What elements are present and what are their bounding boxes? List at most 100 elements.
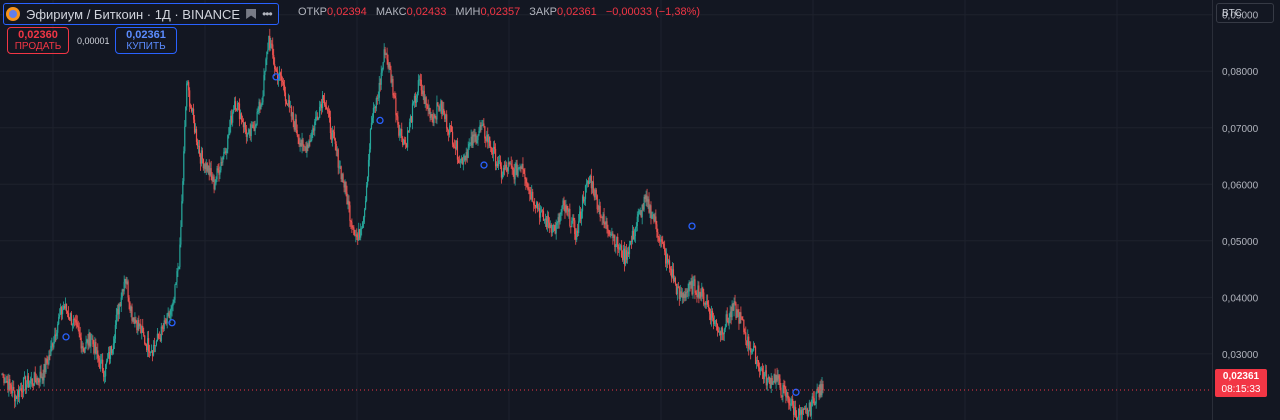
candle-body xyxy=(24,376,27,390)
candle-body xyxy=(618,248,620,250)
candle xyxy=(22,376,25,398)
candle xyxy=(331,126,333,147)
candle xyxy=(248,128,250,139)
candle xyxy=(227,134,229,154)
candle-body xyxy=(68,317,71,320)
candle xyxy=(265,57,267,72)
candle-body xyxy=(592,181,594,194)
symbol-header[interactable]: Эфириум / Биткоин · 1Д · BINANCE ••• xyxy=(3,3,279,25)
candle-body xyxy=(13,386,15,391)
candle xyxy=(771,375,773,385)
sell-button[interactable]: 0,02360 ПРОДАТЬ xyxy=(7,27,69,54)
candle xyxy=(579,205,581,223)
candle xyxy=(765,365,767,390)
candle-body xyxy=(201,150,203,160)
candle-body xyxy=(515,163,517,169)
candle xyxy=(593,188,595,201)
candle xyxy=(79,326,81,341)
candle-body xyxy=(513,169,515,180)
candle-body xyxy=(301,139,303,147)
candle xyxy=(222,155,224,166)
candle-body xyxy=(435,117,437,120)
candle-body xyxy=(349,205,351,222)
candle xyxy=(778,373,780,386)
candle xyxy=(257,106,259,115)
candle-body xyxy=(547,215,549,223)
candle xyxy=(148,330,150,358)
candle-body xyxy=(746,340,748,346)
candle xyxy=(148,344,151,358)
candle-body xyxy=(687,290,689,293)
candle xyxy=(323,92,326,107)
candle xyxy=(417,74,419,96)
candle xyxy=(735,301,737,321)
candle-body xyxy=(243,122,245,128)
candle xyxy=(47,356,49,369)
candle xyxy=(251,121,253,129)
trade-marker xyxy=(688,222,696,230)
candle-body xyxy=(419,79,421,81)
candle-body xyxy=(597,209,599,210)
candle-body xyxy=(143,331,145,336)
candle-body xyxy=(87,339,89,346)
candle xyxy=(511,159,513,175)
candle-body xyxy=(788,398,790,404)
candle-body xyxy=(238,103,241,120)
candle-body xyxy=(160,326,162,341)
candle xyxy=(642,203,644,212)
flag-icon[interactable] xyxy=(246,9,257,19)
candle-body xyxy=(303,145,305,147)
candle xyxy=(753,342,756,348)
candle-body xyxy=(262,95,264,103)
candle-body xyxy=(147,338,149,351)
candle-body xyxy=(776,374,778,381)
candle xyxy=(632,226,634,240)
candle xyxy=(254,120,256,136)
candle xyxy=(461,157,463,165)
candle-body xyxy=(133,317,135,324)
candle-body xyxy=(188,82,190,91)
candle-body xyxy=(338,167,340,168)
candle xyxy=(734,294,736,306)
candle-body xyxy=(41,376,43,378)
price-axis: 0,090000,080000,070000,060000,050000,040… xyxy=(1212,0,1259,420)
candle-body xyxy=(299,143,301,145)
candle xyxy=(540,206,543,213)
buy-button[interactable]: 0,02361 КУПИТЬ xyxy=(115,27,177,54)
candle-body xyxy=(376,98,378,99)
candle-body xyxy=(740,312,742,318)
candle-body xyxy=(31,378,33,385)
candle-body xyxy=(46,359,48,363)
candle-body xyxy=(23,376,26,378)
candle xyxy=(659,234,661,246)
candle xyxy=(405,136,407,150)
candle-body xyxy=(320,104,322,107)
candle xyxy=(452,142,455,149)
candle xyxy=(636,211,638,232)
candle xyxy=(215,176,217,186)
candle-body xyxy=(793,405,795,415)
candle-body xyxy=(667,260,670,263)
candle xyxy=(173,296,175,305)
candle-body xyxy=(679,291,681,299)
candle-body xyxy=(139,324,141,327)
candle xyxy=(518,167,520,170)
candle-body xyxy=(568,208,570,212)
candle-body xyxy=(814,403,816,406)
candle-body xyxy=(503,168,505,170)
candle-body xyxy=(406,143,408,148)
candle-body xyxy=(81,346,83,349)
candle xyxy=(267,42,269,55)
candle xyxy=(821,376,823,398)
candle xyxy=(126,277,128,285)
candle xyxy=(628,240,631,259)
candle-body xyxy=(431,114,433,117)
candle-body xyxy=(353,227,355,235)
candle xyxy=(368,143,371,167)
candle xyxy=(139,323,141,329)
candle-body xyxy=(511,165,513,168)
more-icon[interactable]: ••• xyxy=(262,7,273,21)
currency-selector[interactable]: BTC xyxy=(1216,3,1274,23)
candle xyxy=(723,328,725,342)
